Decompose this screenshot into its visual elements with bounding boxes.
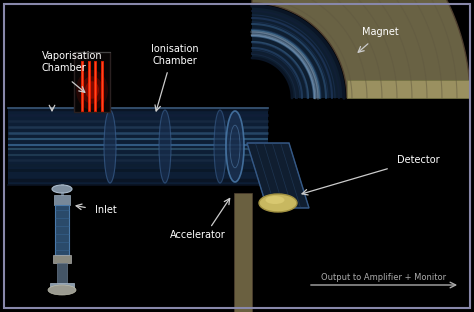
Polygon shape [347, 80, 470, 98]
Ellipse shape [104, 110, 116, 183]
Polygon shape [252, 0, 470, 98]
Ellipse shape [52, 185, 72, 193]
Ellipse shape [259, 194, 297, 212]
Polygon shape [234, 193, 252, 312]
Ellipse shape [76, 70, 108, 110]
Ellipse shape [81, 76, 103, 104]
Bar [50, 283, 74, 288]
Bar [53, 255, 71, 263]
Text: Accelerator: Accelerator [170, 230, 226, 240]
Text: Ionisation
Chamber: Ionisation Chamber [151, 44, 199, 66]
Ellipse shape [48, 285, 76, 295]
Bar [54, 195, 70, 205]
Bar [57, 263, 67, 283]
Ellipse shape [226, 111, 244, 182]
Ellipse shape [265, 196, 284, 204]
Text: Inlet: Inlet [95, 205, 117, 215]
Bar [8, 108, 268, 185]
Text: Output to Amplifier + Monitor: Output to Amplifier + Monitor [321, 274, 447, 282]
Text: Magnet: Magnet [362, 27, 398, 37]
Polygon shape [247, 143, 309, 208]
Ellipse shape [159, 110, 171, 183]
Polygon shape [252, 6, 344, 98]
Text: Detector: Detector [397, 155, 439, 165]
Text: Vaporisation
Chamber: Vaporisation Chamber [42, 51, 103, 73]
Ellipse shape [85, 81, 99, 99]
Bar [74, 52, 110, 112]
Bar [55, 205, 69, 255]
Ellipse shape [214, 110, 226, 183]
